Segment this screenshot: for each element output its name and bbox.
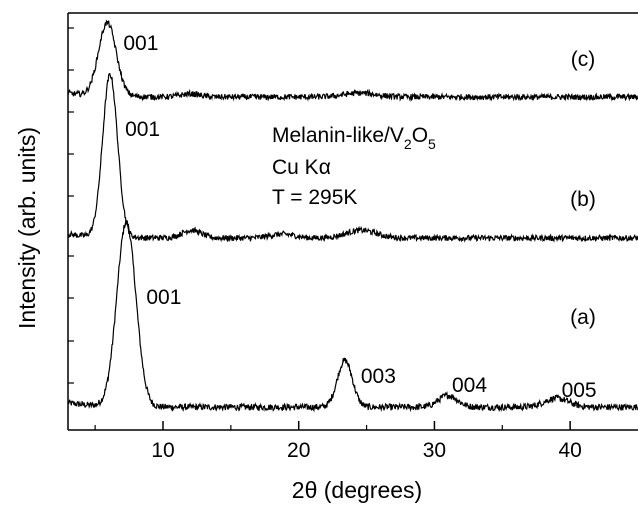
x-axis-label-symbol: θ: [305, 477, 318, 503]
series-label-2: (c): [571, 48, 596, 71]
y-axis-label: Intensity (arb. units): [14, 127, 40, 329]
x-tick-label-20: 20: [287, 439, 310, 462]
series-labels: (a) (b) (c): [570, 48, 596, 329]
info-line-2-prefix: Cu K: [272, 156, 319, 179]
x-tick-label-10: 10: [151, 439, 174, 462]
series-curves: [67, 19, 638, 413]
info-line-1-prefix: Melanin-like/V: [272, 124, 404, 147]
series-curve-2: [67, 19, 638, 103]
x-ticks: 10 20 30 40: [94, 421, 582, 462]
series-label-0: (a): [570, 306, 596, 329]
peak-labels: 001 003 004 005 001 001: [123, 32, 596, 402]
x-axis-label: 2θ (degrees): [292, 477, 422, 503]
peak-label-0-3: 005: [562, 379, 597, 402]
x-axis-label-suffix: (degrees): [317, 477, 422, 503]
x-tick-label-40: 40: [558, 439, 581, 462]
series-curve-1: [67, 72, 638, 243]
x-axis-label-prefix: 2: [292, 477, 305, 503]
info-line-3: T = 295K: [272, 186, 357, 209]
y-ticks: [68, 27, 74, 384]
info-line-1: Melanin-like/V2O5: [272, 124, 436, 152]
info-line-2: Cu Kα: [272, 156, 331, 179]
peak-label-2-0: 001: [123, 32, 158, 55]
info-line-2-symbol: α: [319, 156, 331, 179]
info-line-1-mid: O: [412, 124, 428, 147]
peak-label-1-0: 001: [125, 118, 160, 141]
series-label-1: (b): [570, 188, 596, 211]
peak-label-0-1: 003: [361, 365, 396, 388]
peak-label-0-2: 004: [452, 374, 487, 397]
info-line-1-sub1: 2: [404, 136, 412, 152]
peak-label-0-0: 001: [146, 286, 181, 309]
info-line-1-sub2: 5: [428, 136, 436, 152]
x-tick-label-30: 30: [423, 439, 446, 462]
series-curve-0: [67, 219, 638, 413]
